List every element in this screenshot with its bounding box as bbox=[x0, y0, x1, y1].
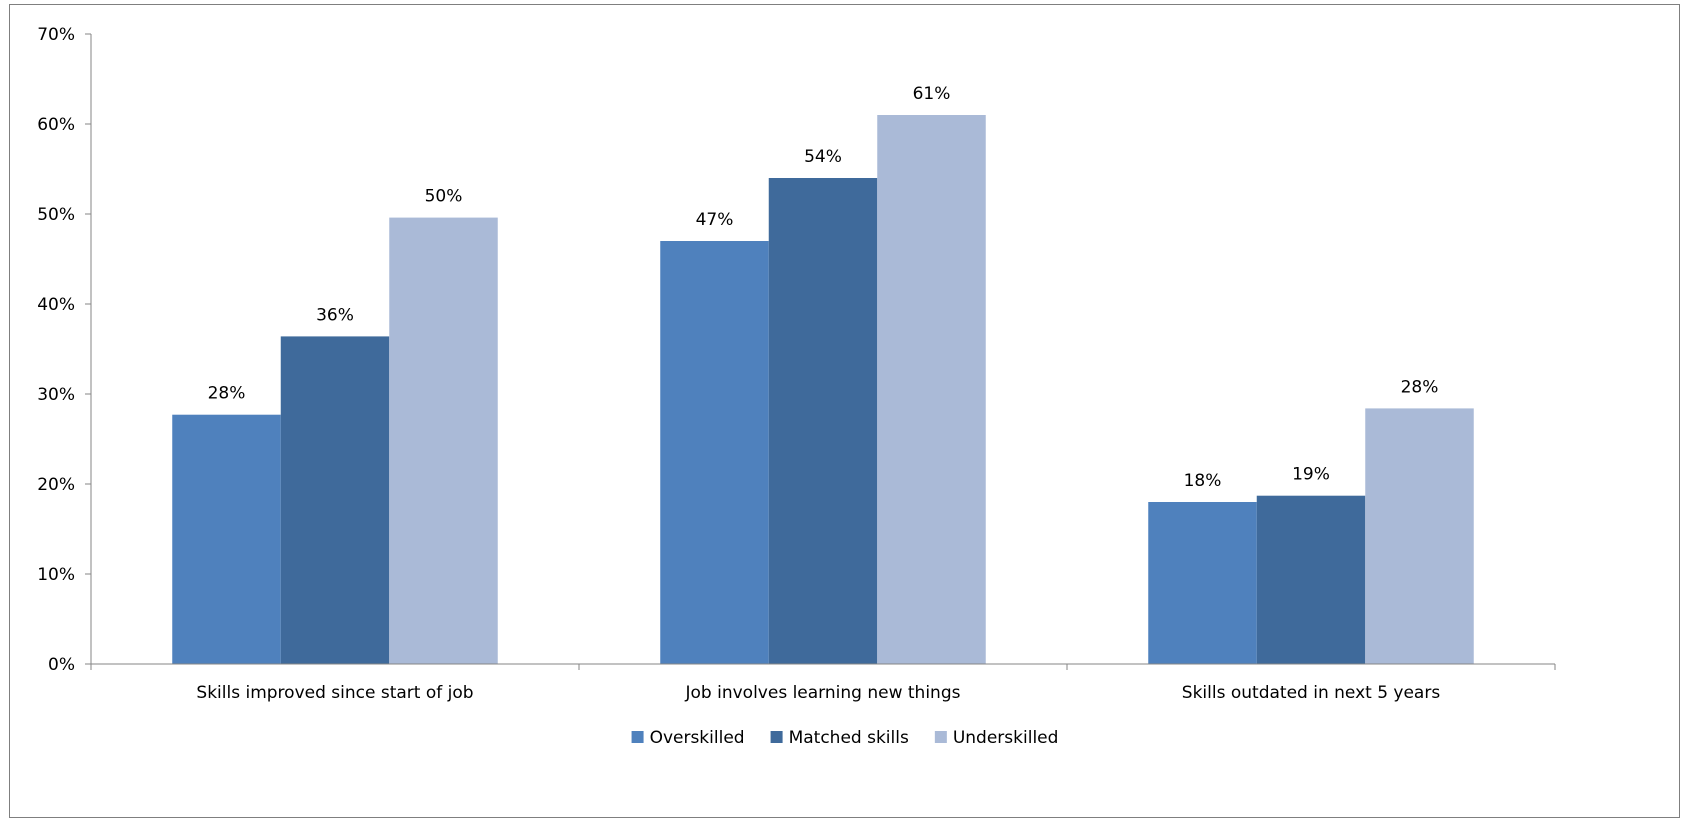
legend-swatch bbox=[934, 731, 947, 743]
bar-data-label: 50% bbox=[425, 187, 463, 207]
bar-data-label: 61% bbox=[913, 84, 951, 104]
bar-data-label: 28% bbox=[208, 384, 246, 404]
legend-label: Overskilled bbox=[650, 728, 745, 748]
bar-data-label: 36% bbox=[316, 305, 354, 325]
y-tick-label: 50% bbox=[37, 205, 75, 225]
bar-data-label: 47% bbox=[696, 210, 734, 230]
chart-frame: 0% 10% 20% 30% 40% 50% 60% 70% 28% 47% 18% 36% 54% 1… bbox=[9, 4, 1680, 818]
y-tick-label: 40% bbox=[37, 295, 75, 315]
x-axis: Skills improved since start of job Job in… bbox=[90, 663, 1556, 703]
x-category-label: Skills improved since start of job bbox=[196, 683, 473, 703]
y-tick-label: 20% bbox=[37, 475, 75, 495]
y-tick-label: 70% bbox=[37, 25, 75, 45]
x-category-label: Skills outdated in next 5 years bbox=[1182, 683, 1441, 703]
bars-group: 28% 47% 18% 36% 54% 19% 50% 61% 28% bbox=[172, 84, 1474, 664]
y-axis: 0% 10% 20% 30% 40% 50% 60% 70% bbox=[37, 25, 92, 675]
bar-data-label: 19% bbox=[1292, 465, 1330, 485]
bar bbox=[1148, 502, 1257, 664]
x-category-label: Job involves learning new things bbox=[685, 683, 961, 703]
bar-data-label: 18% bbox=[1184, 471, 1222, 491]
legend-swatch bbox=[631, 731, 644, 743]
bar bbox=[1365, 408, 1474, 664]
bar-data-label: 54% bbox=[804, 147, 842, 167]
bar bbox=[1256, 495, 1366, 664]
y-tick-label: 10% bbox=[37, 565, 75, 585]
bar bbox=[172, 414, 281, 664]
bar bbox=[877, 115, 986, 664]
legend-swatch bbox=[770, 731, 783, 743]
y-tick-label: 0% bbox=[48, 655, 75, 675]
y-tick-label: 30% bbox=[37, 385, 75, 405]
bar bbox=[768, 178, 878, 664]
bar bbox=[660, 241, 769, 664]
y-tick-label: 60% bbox=[37, 115, 75, 135]
bar-data-label: 28% bbox=[1401, 377, 1439, 397]
legend-label: Underskilled bbox=[953, 728, 1059, 748]
bar-chart: 0% 10% 20% 30% 40% 50% 60% 70% 28% 47% 18% 36% 54% 1… bbox=[37, 25, 1556, 748]
bar bbox=[389, 217, 498, 664]
bar bbox=[280, 336, 390, 664]
legend-label: Matched skills bbox=[789, 728, 909, 748]
legend: Overskilled Matched skills Underskilled bbox=[631, 728, 1059, 748]
